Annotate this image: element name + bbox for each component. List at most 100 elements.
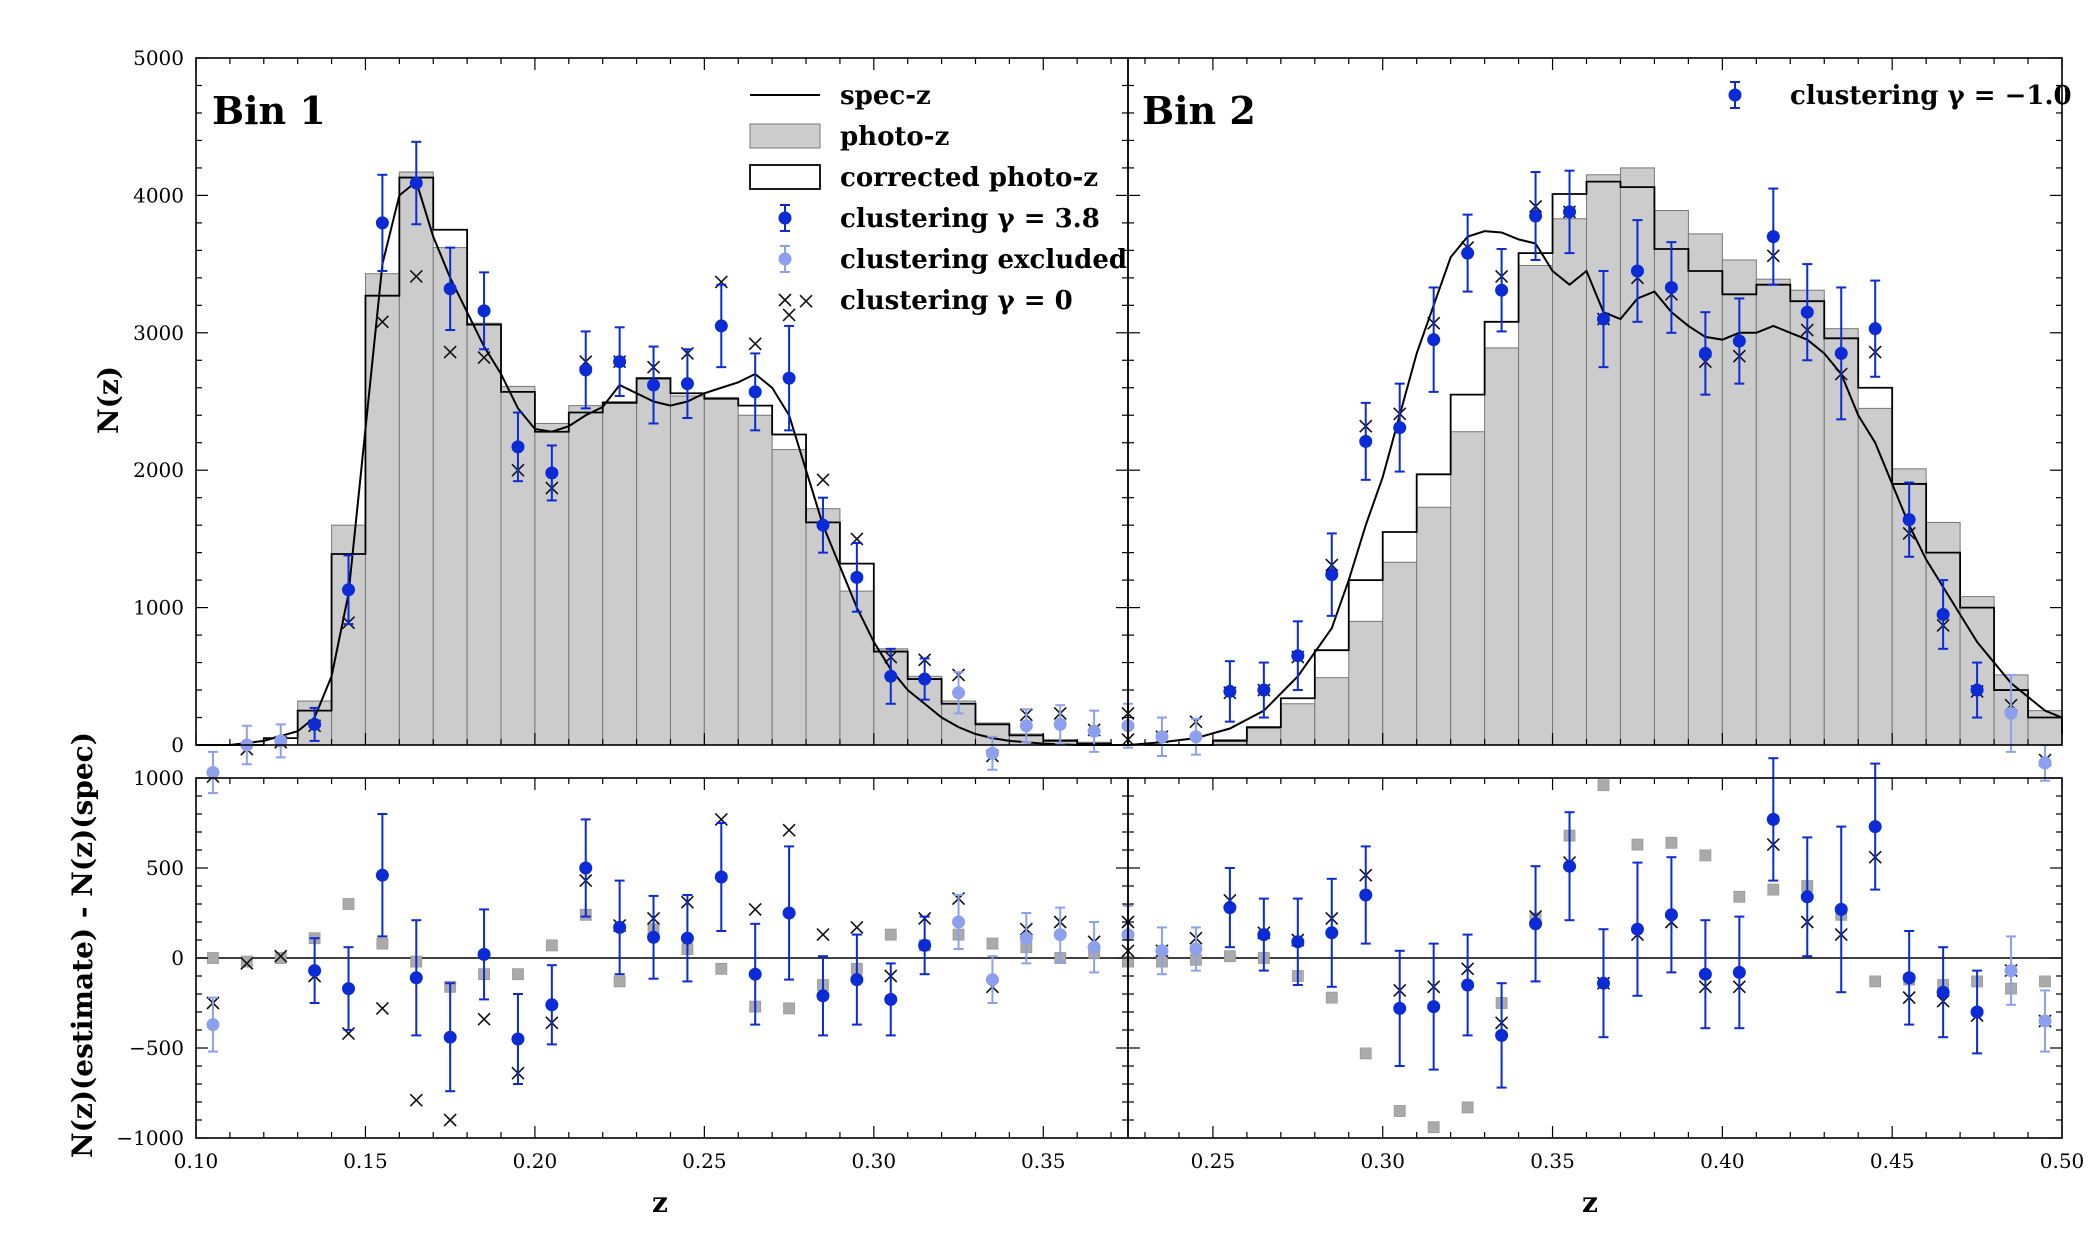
bin-1-residual-excluded-point: [952, 915, 966, 929]
bin-2-clustering-point: [1936, 607, 1950, 621]
panel-title-bin-2: Bin 2: [1142, 88, 1256, 133]
bin-2-residual-photo-point: [1325, 991, 1338, 1004]
histogram-layer: [297, 167, 2063, 746]
y-axis-label-top: N(z): [92, 366, 125, 434]
bin-1-photo-z-bar: [703, 396, 739, 746]
bin-1-photo-z-bar: [568, 405, 604, 746]
bin-2-clustering-point: [1698, 346, 1712, 360]
bin-1-residual-clustering-point: [918, 938, 932, 952]
bin-1-residual-gamma0-point: [782, 823, 796, 837]
bin-1-residual-photo-point: [613, 975, 626, 988]
bin-1-residual-photo-point: [545, 939, 558, 952]
bin-2-residual-clustering-point: [1698, 967, 1712, 981]
bin-2-clustering-point: [1223, 684, 1237, 698]
points-layer: [206, 140, 2052, 1134]
bin-2-photo-z-bar: [1552, 218, 1588, 746]
bin-2-residual-clustering-point: [1461, 978, 1475, 992]
bin-2-residual-photo-point: [1223, 950, 1236, 963]
bin-1-photo-z-bar: [669, 395, 705, 746]
bin-1-residual-clustering-point: [748, 967, 762, 981]
bin-2-x-tick-label: 0.40: [1700, 1149, 1745, 1173]
legend-dot-marker: [778, 211, 792, 225]
bin-2-residual-photo-point: [1869, 975, 1882, 988]
bin-2-residual-photo-point: [1597, 779, 1610, 792]
bin-1-x-tick-label: 0.25: [682, 1149, 727, 1173]
bin-2-photo-z-bar: [1314, 677, 1350, 746]
bin-1-clustering-gamma0-point: [782, 308, 796, 322]
bin-2-residual-excluded-point: [2004, 964, 2018, 978]
bin-2-photo-z-bar: [1416, 506, 1452, 746]
bin-2-residual-clustering-point: [1596, 976, 1610, 990]
bin-1-x-tick-label: 0.15: [343, 1149, 388, 1173]
bin-2-photo-z-bar: [1348, 620, 1384, 746]
bin-1-photo-z-bar: [737, 414, 773, 746]
bin-2-residual-photo-point: [1461, 1101, 1474, 1114]
bin-1-residual-clustering-point: [884, 992, 898, 1006]
legend-label: spec-z: [840, 81, 931, 111]
bin-2-residual-photo-point: [2039, 975, 2051, 988]
bin-2-x-tick-label: 0.25: [1191, 1149, 1236, 1173]
bin-2-residual-clustering-point: [1495, 1028, 1509, 1042]
bin-2-clustering-point: [1359, 434, 1373, 448]
bin-2-residual-clustering-point: [1936, 985, 1950, 999]
bin-2-residual-photo-point: [1767, 883, 1780, 896]
bin-2-clustering-point: [1868, 322, 1882, 336]
bin-2-clustering-excluded-point: [1155, 730, 1169, 744]
bin-1-clustering-gamma0-point: [477, 350, 491, 365]
bin-1-residual-gamma0-point: [274, 949, 288, 963]
bin-2-clustering-point: [1495, 283, 1509, 297]
bin-1-clustering-excluded-point: [985, 746, 999, 760]
bin-1-residual-gamma0-point: [748, 902, 762, 916]
bin-1-residual-photo-point: [884, 928, 897, 941]
bin-1-clustering-point: [545, 466, 559, 480]
bin-2-photo-z-bar: [1687, 233, 1723, 746]
bin-2-residual-clustering-point: [1800, 890, 1814, 904]
bin-2-clustering-point: [1461, 246, 1475, 260]
bin-1-residual-photo-point: [512, 968, 524, 981]
bin-2-residual-clustering-point: [1664, 908, 1678, 922]
bin-1-clustering-point: [748, 385, 762, 399]
bin-1-residual-clustering-point: [613, 920, 627, 934]
bin-2-residual-photo-point: [1699, 849, 1712, 862]
bin-1-clustering-point: [342, 583, 356, 597]
bin-1-residual-gamma0-point: [375, 1001, 389, 1015]
bin-1-clustering-point: [918, 672, 932, 686]
bin-1-residual-gamma0-point: [443, 1113, 457, 1127]
ticks-layer: 0.10 0.15 0.20 0.25 0.30 0.35 0 1000 2000 3000 400…: [116, 46, 2084, 1173]
bin-1-photo-z-bar: [364, 273, 400, 746]
bin-1-clustering-point: [714, 319, 728, 333]
bin-1-x-tick-label: 0.10: [174, 1149, 219, 1173]
bin-2-x-tick-label: 0.45: [1870, 1149, 1915, 1173]
y-tick-label: 3000: [133, 321, 184, 345]
bin-1-clustering-excluded-point: [206, 765, 220, 779]
bin-1-clustering-point: [884, 669, 898, 683]
bin-1-photo-z-bar: [466, 322, 502, 746]
y-axis-label-bottom: N(z)(estimate) - N(z)(spec): [66, 732, 99, 1158]
bin-1-residual-clustering-point: [647, 930, 661, 944]
bin-2-photo-z-bar: [1789, 289, 1825, 746]
bin-1-corrected-photo-z-step: [196, 176, 1112, 746]
y-tick-label: 1000: [133, 596, 184, 620]
bin-2-clustering-point: [1732, 334, 1746, 348]
bin-1-clustering-point: [308, 717, 322, 731]
bin-1-clustering-point: [850, 570, 864, 584]
legend-bin-2: clustering γ = −1.0: [1728, 81, 2072, 111]
bin-2-clustering-point: [1766, 230, 1780, 244]
bin-1-clustering-point: [409, 176, 423, 190]
bin-1-residual-gamma0-point: [409, 1093, 423, 1107]
x-axis-label-bin-2: z: [1582, 1186, 1598, 1219]
legend-bin-1: spec-z photo-z corrected photo-z clustering…: [749, 81, 1127, 316]
bin-1-x-tick-label: 0.30: [852, 1149, 897, 1173]
bin-1-residual-photo-point: [376, 937, 389, 950]
bin-2-residual-excluded-point: [2038, 1014, 2052, 1028]
bin-1-residual-clustering-point: [579, 861, 593, 875]
bin-1-photo-z-bar: [839, 590, 875, 746]
bin-1-residual-excluded-point: [985, 973, 999, 987]
bin-2-residual-clustering-point: [1325, 926, 1339, 940]
bin-1-residual-gamma0-point: [850, 920, 864, 934]
bin-1-residual-photo-point: [240, 955, 253, 968]
bin-1-residual-photo-point: [274, 952, 287, 964]
bin-2-clustering-point: [1563, 205, 1577, 219]
bin-1-residual-photo-point: [986, 937, 999, 950]
y-tick-label: 5000: [133, 46, 184, 70]
